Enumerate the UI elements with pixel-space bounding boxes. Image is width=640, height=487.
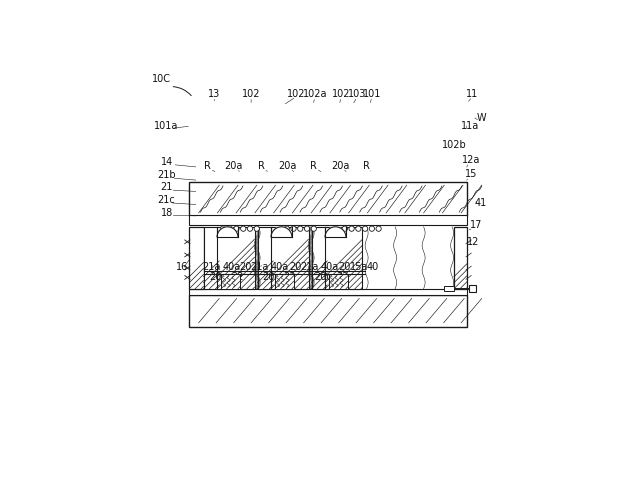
Wedge shape — [271, 227, 292, 237]
Text: 102b: 102b — [442, 140, 467, 150]
Text: 20c: 20c — [262, 272, 280, 281]
Circle shape — [356, 226, 361, 231]
Text: 21c: 21c — [157, 195, 175, 205]
Bar — [454, 227, 467, 289]
Bar — [189, 215, 467, 225]
Bar — [325, 227, 362, 289]
Bar — [189, 182, 467, 216]
Text: R: R — [258, 161, 265, 171]
Text: 17: 17 — [470, 220, 483, 230]
Text: 20: 20 — [339, 262, 351, 272]
Bar — [189, 289, 467, 295]
Text: 21: 21 — [161, 183, 173, 192]
Text: 40a: 40a — [321, 262, 339, 272]
Bar — [217, 227, 255, 289]
Text: 102a: 102a — [303, 89, 327, 99]
Circle shape — [311, 226, 316, 231]
Circle shape — [298, 226, 303, 231]
Text: 18: 18 — [161, 208, 173, 218]
Text: 14: 14 — [161, 157, 173, 167]
Text: 102: 102 — [332, 89, 350, 99]
Circle shape — [284, 226, 289, 231]
Text: 20c: 20c — [210, 272, 227, 281]
Text: 16: 16 — [177, 262, 189, 272]
Text: 11: 11 — [467, 89, 479, 99]
Text: 20: 20 — [240, 262, 252, 272]
Bar — [271, 227, 308, 289]
Text: R: R — [363, 161, 370, 171]
Circle shape — [349, 226, 355, 231]
Bar — [444, 286, 454, 291]
Text: 20a: 20a — [331, 161, 349, 171]
Bar — [329, 275, 348, 289]
Bar — [221, 275, 240, 289]
Text: 10C: 10C — [152, 74, 171, 84]
Circle shape — [254, 226, 259, 231]
Text: 103: 103 — [348, 89, 367, 99]
Text: 12: 12 — [467, 237, 480, 247]
Text: 11a: 11a — [461, 121, 479, 131]
Text: 102: 102 — [287, 89, 305, 99]
Text: W: W — [477, 113, 486, 123]
Circle shape — [234, 226, 239, 231]
Wedge shape — [217, 227, 238, 237]
Circle shape — [248, 226, 253, 231]
Text: 13: 13 — [207, 89, 220, 99]
Text: R: R — [310, 161, 317, 171]
Circle shape — [369, 226, 374, 231]
Circle shape — [376, 226, 381, 231]
Text: 22: 22 — [231, 272, 243, 281]
Text: 40a: 40a — [222, 262, 241, 272]
Bar — [189, 227, 204, 289]
Circle shape — [342, 226, 348, 231]
Text: 21b: 21b — [157, 170, 176, 181]
Bar — [204, 227, 220, 289]
Text: 20a: 20a — [224, 161, 243, 171]
Circle shape — [241, 226, 246, 231]
Circle shape — [227, 226, 232, 231]
Text: 21a: 21a — [251, 262, 269, 272]
Bar — [312, 227, 327, 289]
Bar — [454, 287, 468, 289]
Text: 102: 102 — [242, 89, 260, 99]
Circle shape — [220, 226, 226, 231]
Bar — [189, 295, 467, 327]
Bar — [275, 275, 294, 289]
Text: 101: 101 — [363, 89, 381, 99]
Text: 20: 20 — [289, 262, 301, 272]
Circle shape — [291, 226, 296, 231]
Text: 20c: 20c — [315, 272, 332, 281]
Text: 41: 41 — [474, 198, 487, 208]
Text: 40: 40 — [366, 262, 378, 272]
Text: 21a: 21a — [203, 262, 221, 272]
Text: 101a: 101a — [154, 121, 178, 131]
Text: 12a: 12a — [462, 155, 481, 165]
Circle shape — [362, 226, 368, 231]
Text: R: R — [204, 161, 211, 171]
Text: 22: 22 — [336, 272, 349, 281]
Text: 40a: 40a — [271, 262, 289, 272]
Text: 15a: 15a — [349, 262, 368, 272]
Text: 21a: 21a — [300, 262, 319, 272]
Text: 15: 15 — [465, 169, 477, 179]
Text: 22: 22 — [284, 272, 296, 281]
Wedge shape — [325, 227, 346, 237]
Text: 20a: 20a — [278, 161, 297, 171]
Bar — [468, 285, 476, 292]
Bar — [257, 227, 273, 289]
Circle shape — [305, 226, 310, 231]
